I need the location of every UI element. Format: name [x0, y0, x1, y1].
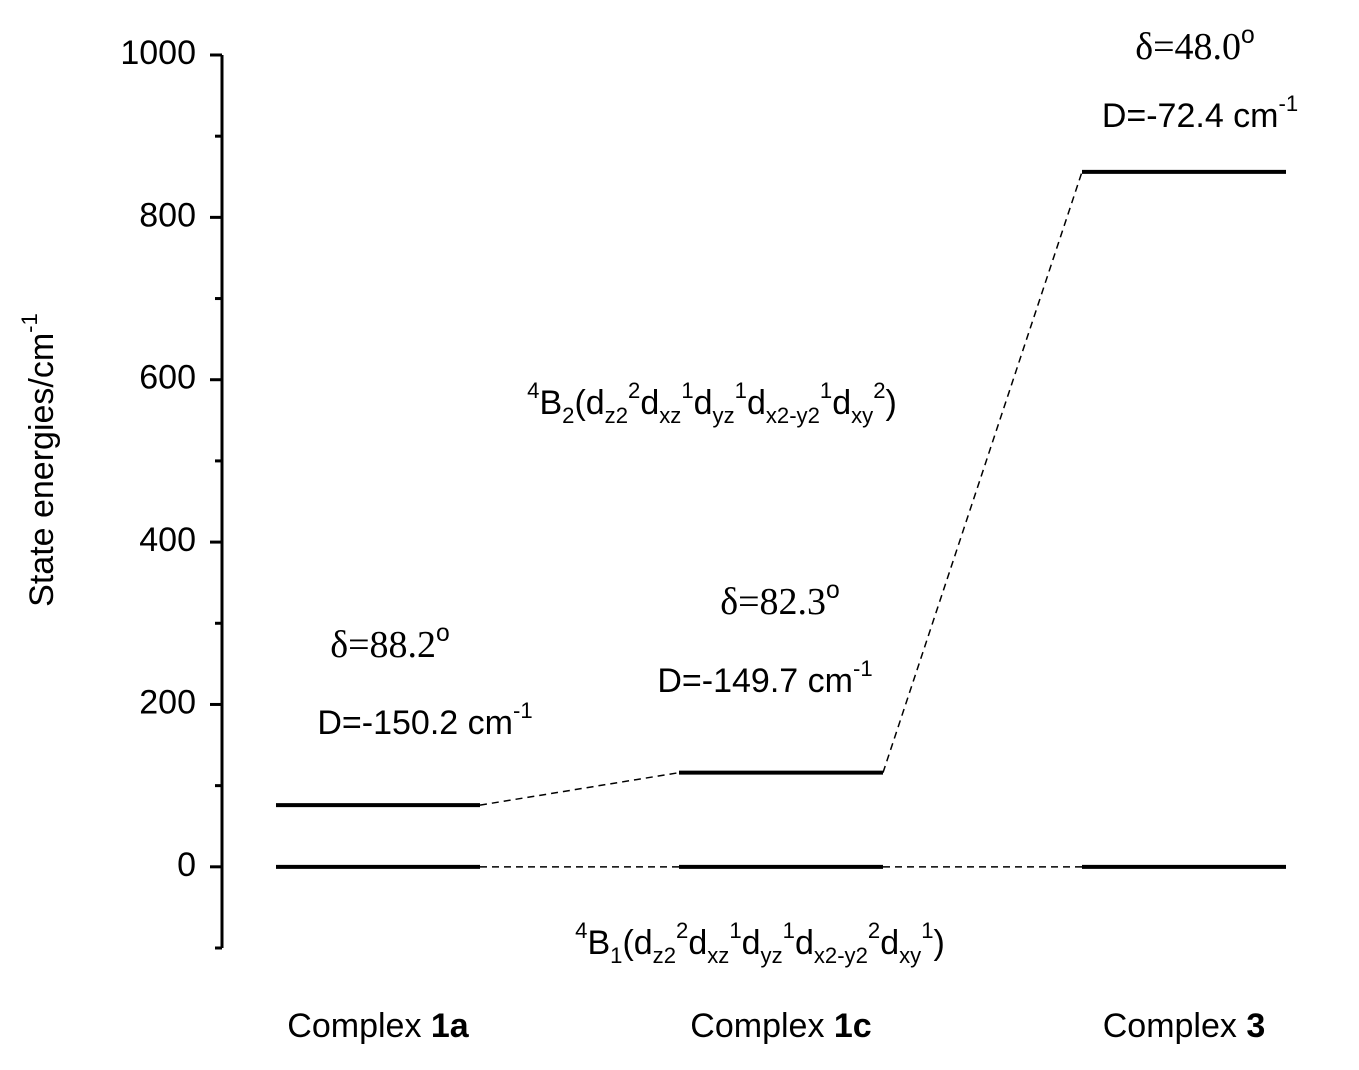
zfs-label: D=-149.7 cm-1: [657, 656, 872, 700]
text-sub: xz: [659, 403, 681, 428]
text-part: d: [747, 384, 766, 422]
text-part: d: [795, 924, 814, 962]
text-part: d: [694, 384, 713, 422]
text-sup: -1: [1279, 91, 1299, 116]
text-part: d: [832, 384, 851, 422]
text-sup: 2: [868, 918, 880, 943]
text-part: (d: [574, 384, 604, 422]
text-part: δ=48.0: [1135, 26, 1241, 68]
text-sup: 2: [676, 918, 688, 943]
angle-label: δ=48.0o: [1135, 22, 1255, 68]
text-part: Complex: [287, 1007, 431, 1045]
connector: [882, 171, 1083, 773]
text-part: Complex: [1103, 1007, 1247, 1045]
text-sup: 1: [735, 378, 747, 403]
text-sup: 2: [628, 378, 640, 403]
x-category-label: Complex 1c: [690, 1007, 871, 1045]
zfs-label: D=-72.4 cm-1: [1102, 91, 1298, 135]
text-sup: o: [1241, 22, 1255, 49]
y-tick-label: 200: [139, 683, 196, 721]
text-part: D=-150.2 cm: [317, 704, 513, 742]
text-part: d: [688, 924, 707, 962]
text-part: δ=88.2: [330, 624, 436, 666]
text-sup: 1: [783, 918, 795, 943]
text-part: B: [587, 924, 610, 962]
text-sup: o: [436, 620, 450, 647]
text-sub: x2-y2: [766, 403, 820, 428]
text-sub: z2: [605, 403, 628, 428]
text-part: Complex: [690, 1007, 834, 1045]
y-tick-label: 600: [139, 359, 196, 397]
text-part: D=-149.7 cm: [657, 662, 853, 700]
zfs-label: D=-150.2 cm-1: [317, 698, 532, 742]
text-part: State energies/cm: [23, 333, 61, 607]
text-part: δ=82.3: [720, 581, 826, 623]
state-label: 4B2(dz22dxz1dyz1dx2-y21dxy2): [527, 378, 897, 428]
x-category-label: Complex 3: [1103, 1007, 1266, 1045]
text-sup: -1: [513, 698, 533, 723]
angle-label: δ=88.2o: [330, 620, 450, 666]
text-sup: 1: [820, 378, 832, 403]
text-part: (d: [622, 924, 652, 962]
text-bold: 1a: [431, 1007, 470, 1045]
text-sub: 2: [562, 403, 574, 428]
text-sub: xy: [851, 403, 873, 428]
text-sub: yz: [761, 943, 783, 968]
text-sub: z2: [653, 943, 676, 968]
y-tick-label: 800: [139, 196, 196, 234]
text-sup: 4: [527, 378, 539, 403]
x-category-label: Complex 1a: [287, 1007, 470, 1045]
text-sub: x2-y2: [814, 943, 868, 968]
text-sub: xy: [899, 943, 921, 968]
text-part: d: [640, 384, 659, 422]
text-part: D=-72.4 cm: [1102, 97, 1279, 135]
y-tick-label: 1000: [120, 34, 196, 72]
text-sup: 1: [681, 378, 693, 403]
text-sup: 1: [921, 918, 933, 943]
text-bold: 3: [1246, 1007, 1265, 1045]
text-part: ): [886, 384, 897, 422]
text-sub: yz: [713, 403, 735, 428]
text-part: ): [934, 924, 945, 962]
angle-label: δ=82.3o: [720, 577, 840, 623]
text-part: B: [539, 384, 562, 422]
text-sup: 1: [729, 918, 741, 943]
text-sup: -1: [853, 656, 873, 681]
y-tick-label: 0: [177, 846, 196, 884]
connector: [479, 771, 680, 806]
text-bold: 1c: [834, 1007, 872, 1045]
y-tick-label: 400: [139, 521, 196, 559]
text-part: d: [742, 924, 761, 962]
text-sup: 2: [873, 378, 885, 403]
text-sub: 1: [610, 943, 622, 968]
text-sup: o: [826, 577, 840, 604]
text-sup: 4: [575, 918, 587, 943]
text-sub: xz: [707, 943, 729, 968]
text-part: d: [880, 924, 899, 962]
text-sup: -1: [17, 313, 42, 333]
state-label: 4B1(dz22dxz1dyz1dx2-y22dxy1): [575, 918, 945, 968]
y-axis-title: State energies/cm-1: [17, 313, 61, 607]
